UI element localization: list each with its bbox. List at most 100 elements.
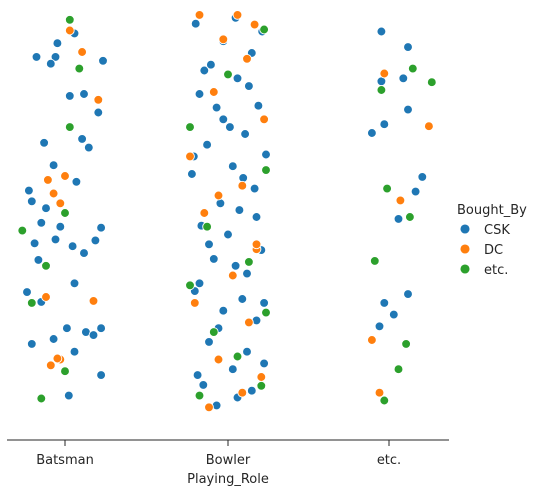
point-csk-20: [96, 222, 106, 233]
point-csk-83: [259, 298, 269, 308]
point-etc-10: [256, 380, 267, 391]
point-csk-99: [403, 42, 413, 52]
point-etc-28: [407, 63, 418, 74]
legend-label: etc.: [484, 263, 508, 278]
point-csk-25: [48, 160, 59, 171]
point-dc-4: [88, 296, 99, 306]
point-etc-0: [36, 393, 47, 404]
point-dc-3: [41, 292, 51, 302]
point-csk-70: [190, 18, 201, 29]
point-csk-19: [55, 221, 66, 232]
point-etc-8: [64, 14, 75, 25]
point-csk-26: [83, 142, 94, 153]
point-csk-12: [33, 255, 44, 265]
point-csk-73: [244, 81, 254, 91]
point-csk-88: [388, 309, 399, 320]
legend-label: DC: [484, 243, 503, 258]
point-dc-33: [367, 335, 377, 345]
point-csk-46: [218, 305, 229, 316]
point-dc-22: [185, 151, 195, 162]
point-etc-9: [194, 390, 205, 401]
point-etc-18: [185, 122, 195, 132]
x-axis-label: Playing_Role: [187, 472, 269, 487]
point-csk-36: [52, 38, 63, 49]
point-dc-7: [60, 171, 70, 181]
point-dc-5: [93, 94, 104, 105]
point-csk-91: [393, 214, 404, 224]
point-csk-41: [192, 370, 203, 380]
point-csk-65: [232, 73, 243, 84]
point-etc-17: [261, 165, 271, 175]
point-dc-21: [237, 180, 248, 191]
point-dc-24: [208, 87, 219, 97]
point-csk-40: [246, 385, 257, 396]
point-etc-24: [369, 256, 380, 266]
point-csk-62: [218, 114, 229, 125]
point-csk-35: [45, 58, 56, 69]
point-etc-11: [232, 351, 243, 362]
point-csk-95: [379, 119, 390, 130]
point-csk-64: [194, 89, 205, 99]
point-etc-16: [202, 221, 212, 232]
point-etc-19: [223, 69, 233, 80]
point-csk-28: [39, 137, 49, 148]
point-etc-25: [405, 212, 415, 222]
point-csk-60: [202, 139, 212, 150]
point-csk-1: [26, 339, 37, 349]
legend-label: CSK: [484, 223, 510, 238]
point-csk-56: [249, 183, 260, 194]
point-csk-16: [50, 234, 61, 245]
point-csk-82: [194, 278, 205, 289]
point-dc-10: [77, 47, 87, 57]
point-dc-0: [45, 360, 56, 371]
point-csk-32: [93, 107, 104, 118]
point-csk-34: [64, 91, 75, 101]
point-etc-27: [376, 85, 387, 95]
point-csk-13: [79, 248, 89, 258]
point-etc-7: [74, 63, 85, 74]
point-csk-47: [237, 294, 248, 304]
point-etc-20: [259, 24, 269, 35]
point-csk-50: [208, 254, 219, 264]
x-tick-label: Bowler: [206, 453, 251, 468]
point-csk-27: [77, 134, 87, 144]
point-dc-27: [249, 19, 260, 30]
point-csk-94: [367, 128, 377, 138]
points-layer: [17, 10, 437, 413]
point-csk-98: [398, 73, 409, 84]
point-dc-36: [379, 68, 390, 79]
point-etc-4: [60, 208, 70, 218]
point-csk-44: [204, 337, 214, 347]
point-dc-17: [189, 298, 200, 308]
point-etc-12: [208, 327, 219, 337]
point-dc-28: [194, 10, 205, 20]
point-csk-14: [29, 238, 40, 249]
point-csk-87: [374, 321, 385, 332]
point-csk-0: [63, 390, 74, 401]
point-dc-20: [199, 208, 210, 218]
point-dc-30: [213, 190, 224, 201]
point-csk-9: [88, 330, 99, 340]
point-dc-23: [259, 114, 269, 125]
point-csk-23: [24, 185, 34, 196]
point-csk-31: [50, 52, 61, 62]
point-csk-24: [71, 176, 82, 187]
legend: Bought_By CSK DC etc.: [457, 203, 527, 278]
point-csk-63: [253, 100, 264, 111]
point-csk-78: [215, 198, 226, 209]
point-dc-31: [251, 239, 262, 250]
point-dc-9: [55, 198, 66, 209]
point-csk-4: [48, 334, 59, 344]
point-csk-15: [90, 235, 101, 246]
point-csk-2: [69, 346, 80, 357]
point-csk-66: [206, 59, 216, 70]
point-dc-25: [242, 53, 252, 64]
point-dc-35: [424, 121, 434, 132]
point-csk-18: [36, 217, 47, 228]
point-csk-49: [242, 268, 252, 279]
point-etc-3: [41, 260, 51, 271]
point-csk-3: [96, 370, 106, 380]
point-dc-18: [227, 270, 238, 281]
point-etc-23: [401, 339, 411, 349]
